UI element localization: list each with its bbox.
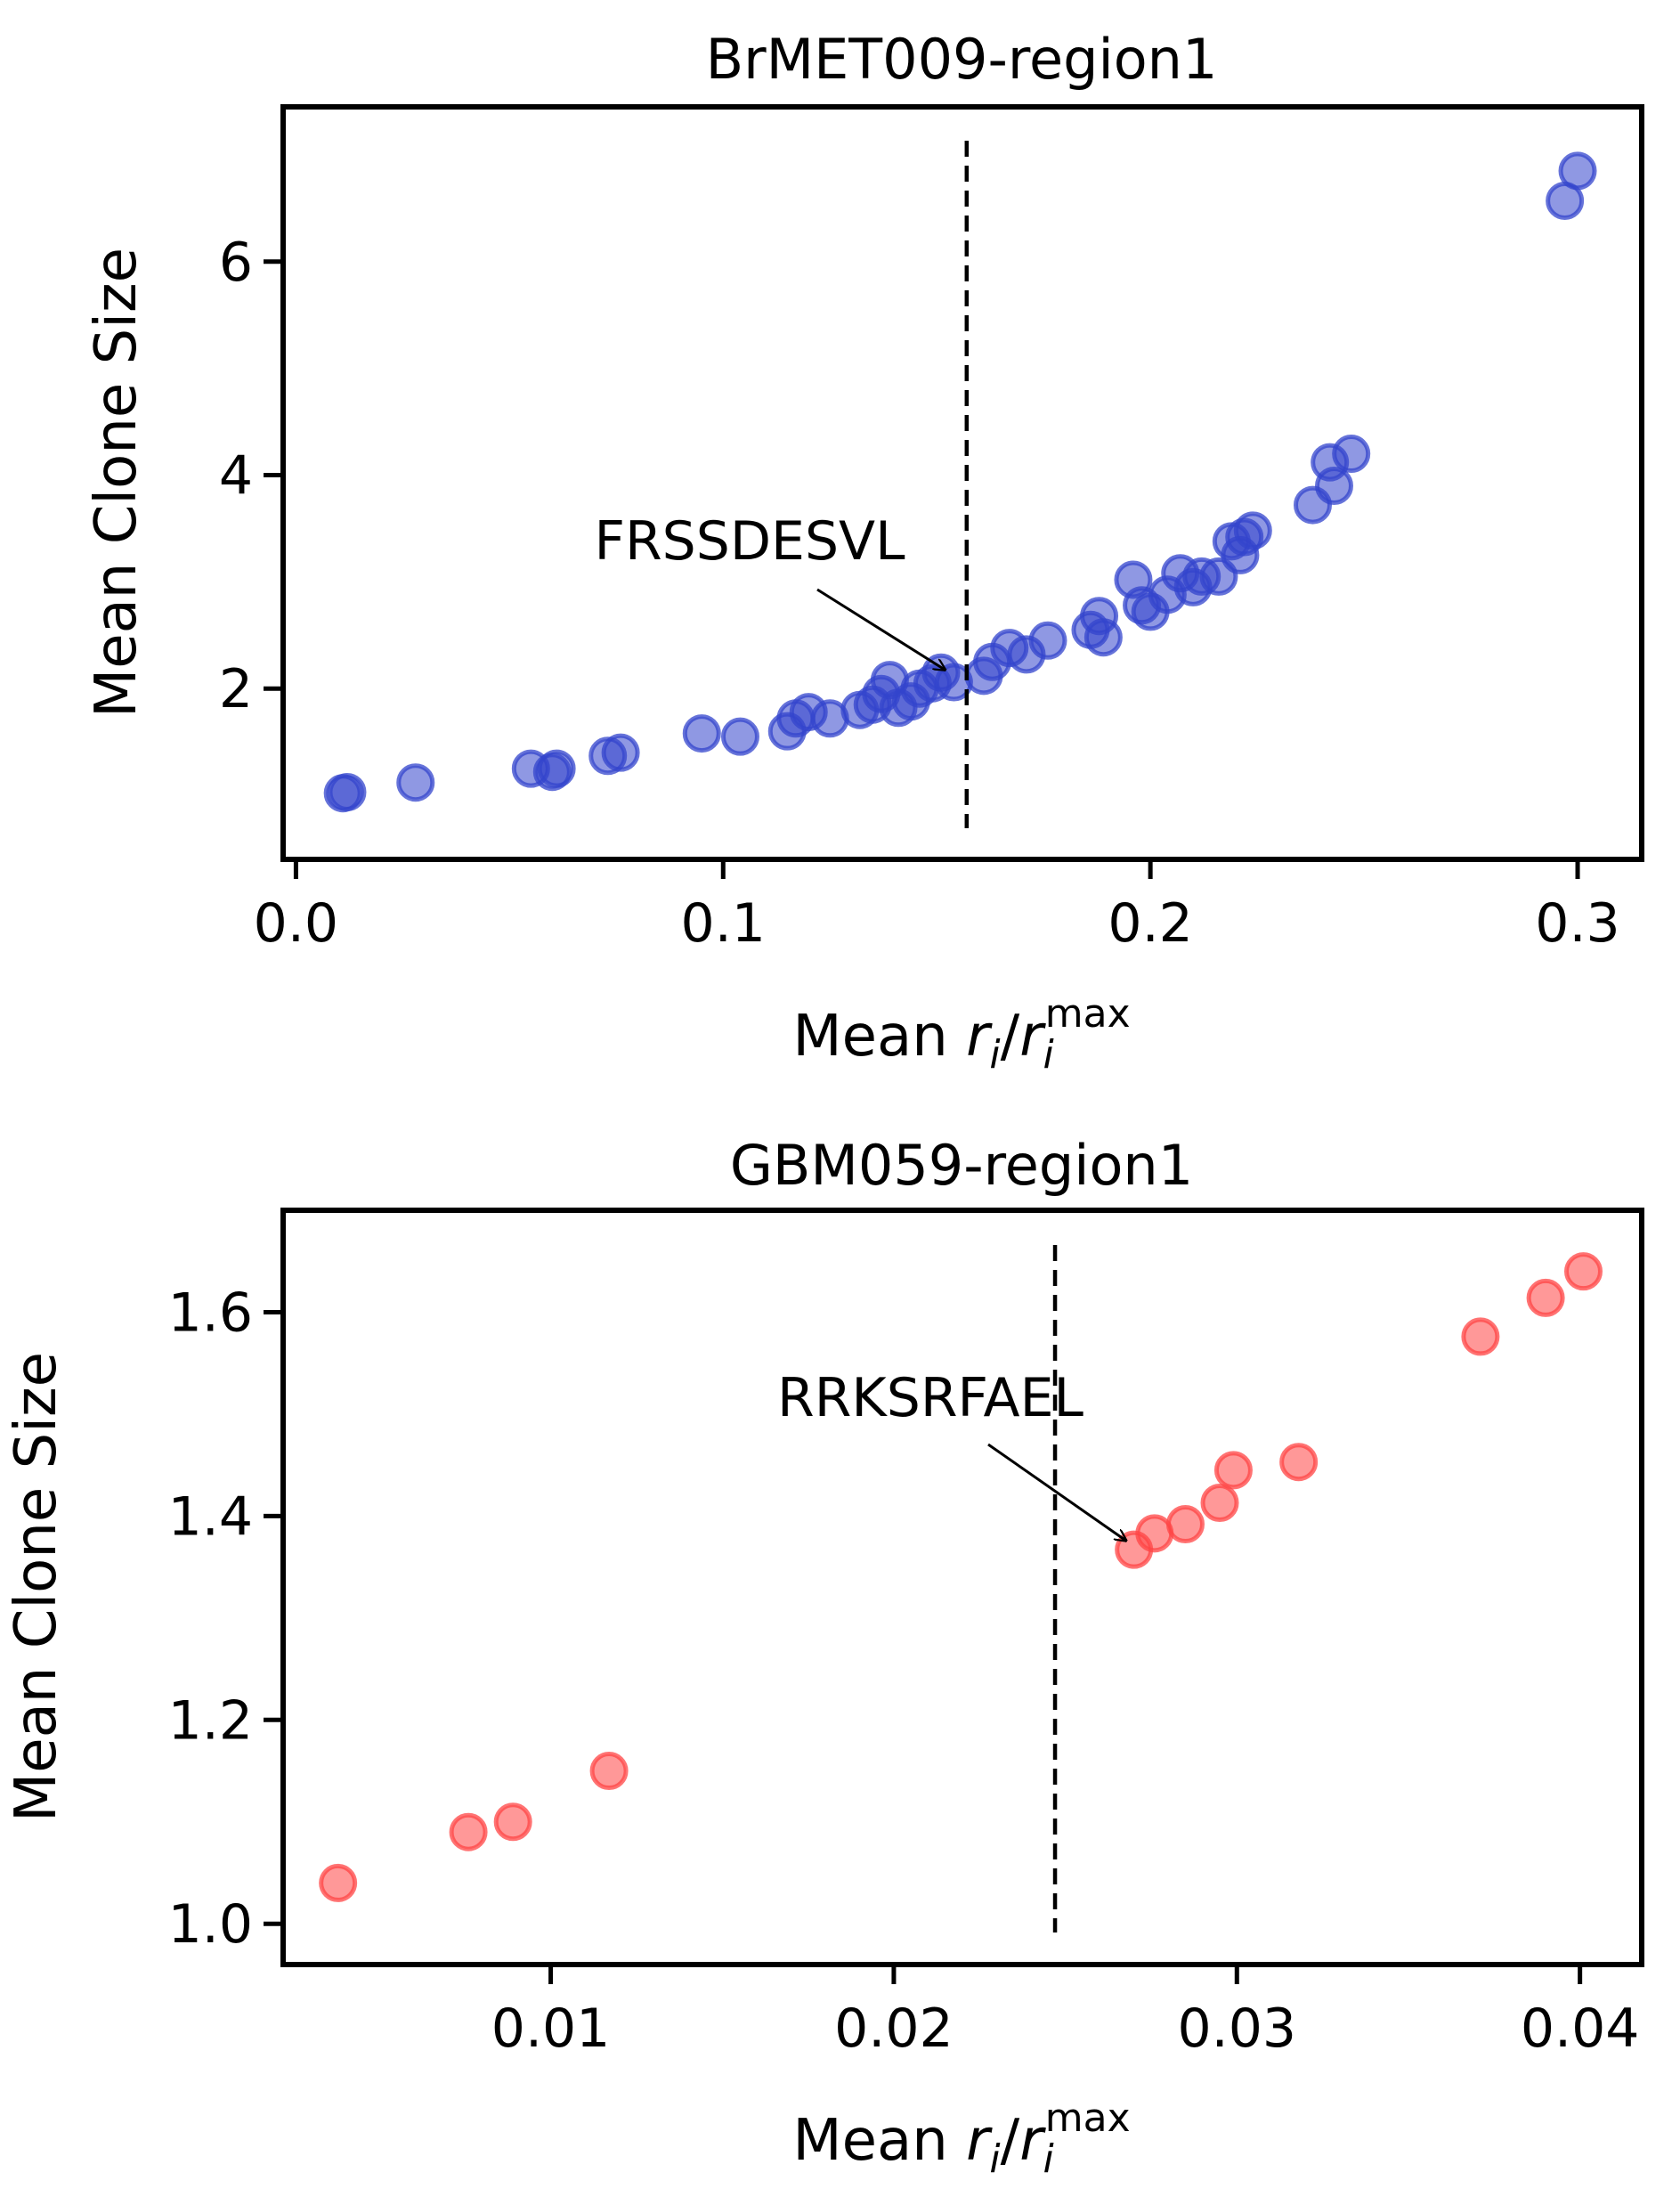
x-axis: 0.01 0.02 0.03 0.04 (491, 1965, 1640, 2060)
x-tick-label: 0.1 (681, 892, 766, 955)
annotation-label: RRKSRFAEL (777, 1367, 1083, 1429)
data-point (1461, 1317, 1500, 1356)
y-tick-label: 2 (219, 658, 253, 720)
data-point (1135, 1514, 1174, 1553)
y-axis: 2 4 6 (219, 232, 283, 720)
x-tick-label: 0.01 (491, 1998, 611, 2060)
data-point (493, 1802, 532, 1842)
data-point (1279, 1443, 1319, 1482)
data-point (720, 717, 759, 756)
x-axis-label: Mean ri/rimax (792, 2095, 1130, 2182)
chart-panel-brmet009: BrMET009-region1 FRSSDESVL 0.0 0.1 0.2 0.3 … (84, 27, 1644, 1078)
y-axis-label: Mean Clone Size (84, 248, 150, 718)
data-point (1563, 1252, 1603, 1291)
data-point (396, 763, 435, 802)
data-point (1165, 1505, 1205, 1544)
x-tick-label: 0.04 (1521, 1998, 1640, 2060)
svg-text:Mean ri/rimax: Mean ri/rimax (792, 991, 1130, 1078)
data-point (1028, 621, 1067, 660)
x-tick-label: 0.3 (1535, 892, 1619, 955)
data-point (328, 772, 367, 811)
x-tick-label: 0.02 (834, 1998, 954, 2060)
data-point (537, 749, 576, 788)
y-tick-label: 1.6 (168, 1282, 253, 1344)
annotation-arrow (816, 588, 946, 671)
data-point (1083, 618, 1123, 657)
data-point (1233, 511, 1272, 550)
annotation-arrow (987, 1443, 1127, 1542)
annotation-label: FRSSDESVL (594, 510, 905, 573)
x-tick-label: 0.03 (1177, 1998, 1296, 2060)
data-point (1526, 1278, 1565, 1317)
data-point (1332, 435, 1371, 474)
chart-title: BrMET009-region1 (706, 27, 1218, 92)
data-point (601, 733, 640, 772)
svg-text:Mean ri/rimax: Mean ri/rimax (792, 2095, 1130, 2182)
x-axis-label: Mean ri/rimax (792, 991, 1130, 1078)
y-tick-label: 1.0 (168, 1893, 253, 1956)
x-tick-label: 0.0 (254, 892, 338, 955)
y-axis: 1.0 1.2 1.4 1.6 (168, 1282, 283, 1956)
chart-title: GBM059-region1 (730, 1133, 1193, 1198)
data-point (449, 1812, 488, 1851)
scatter-points (319, 1252, 1603, 1902)
data-point (319, 1863, 358, 1902)
data-point (1558, 151, 1597, 191)
y-tick-label: 6 (219, 232, 253, 294)
data-point (682, 714, 721, 753)
data-point (1213, 1451, 1253, 1490)
x-axis: 0.0 0.1 0.2 0.3 (254, 859, 1620, 955)
data-point (1200, 1483, 1239, 1522)
y-axis-label: Mean Clone Size (4, 1352, 69, 1822)
data-point (589, 1752, 629, 1791)
chart-panel-gbm059: GBM059-region1 RRKSRFAEL 0.01 0.02 0.03 0.0… (4, 1133, 1644, 2182)
plot-frame (280, 104, 1644, 862)
y-tick-label: 1.4 (168, 1485, 253, 1548)
plot-frame (280, 1208, 1644, 1967)
scatter-points (323, 151, 1597, 813)
y-tick-label: 4 (219, 445, 253, 508)
x-tick-label: 0.2 (1108, 892, 1192, 955)
y-tick-label: 1.2 (168, 1689, 253, 1752)
